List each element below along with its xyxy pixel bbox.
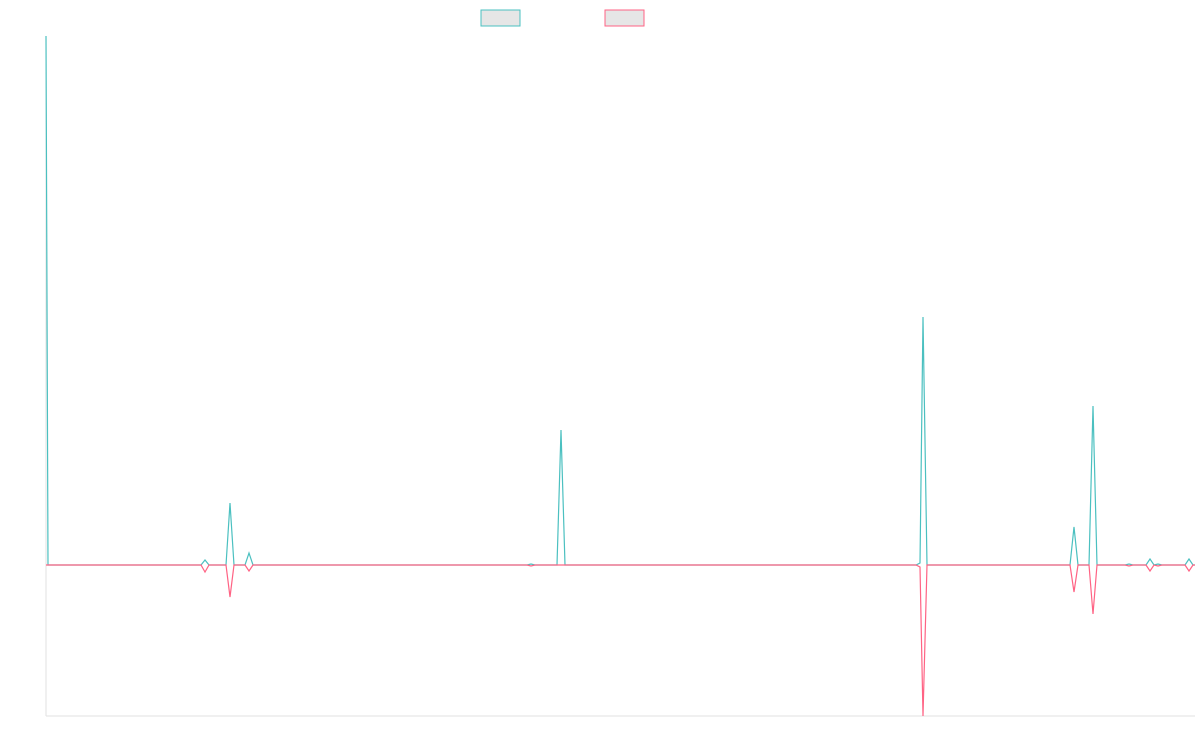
series-line bbox=[45, 35, 1195, 566]
series-line bbox=[46, 564, 1195, 717]
legend-swatch bbox=[604, 9, 645, 27]
legend-swatch bbox=[480, 9, 521, 27]
